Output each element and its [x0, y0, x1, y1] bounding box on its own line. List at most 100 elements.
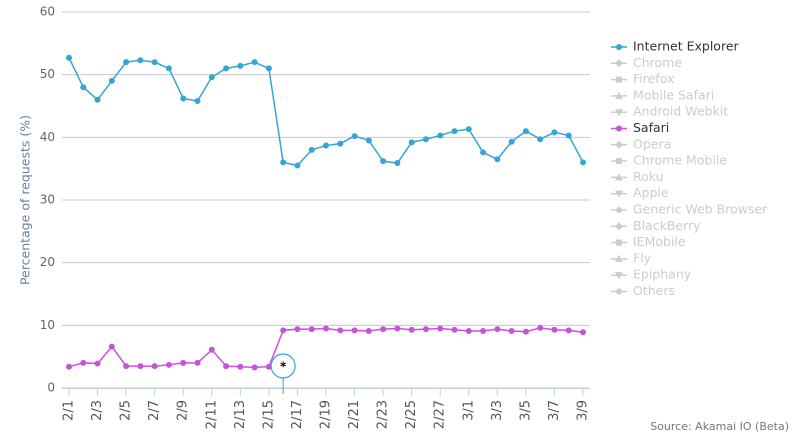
data-point: [551, 326, 558, 333]
x-tick-label: 2/7: [147, 400, 162, 421]
data-point: [494, 326, 501, 333]
y-tick-label: 10: [40, 318, 55, 332]
data-point: [108, 77, 115, 84]
data-point: [137, 363, 144, 370]
legend-label[interactable]: Chrome Mobile: [633, 153, 727, 168]
data-point: [537, 136, 544, 143]
legend-label[interactable]: BlackBerry: [633, 218, 701, 233]
data-point: [251, 364, 258, 371]
legend-marker: [615, 272, 623, 280]
data-point: [437, 132, 444, 139]
legend-label[interactable]: Internet Explorer: [633, 39, 740, 54]
data-point: [180, 359, 187, 366]
x-tick-label: 2/13: [233, 400, 248, 429]
annotation-flag: [270, 353, 296, 379]
x-tick-label: 2/25: [404, 400, 419, 429]
data-point: [365, 327, 372, 334]
data-point: [237, 62, 244, 69]
data-point: [422, 136, 429, 143]
data-point: [137, 57, 144, 64]
data-point: [480, 149, 487, 156]
data-point: [108, 343, 115, 350]
legend-marker: [616, 239, 622, 246]
data-point: [380, 326, 387, 333]
source: Source: Akamai IO (Beta): [650, 420, 789, 433]
legend-marker: [615, 222, 623, 231]
x-tick-label: 2/5: [119, 400, 134, 421]
data-point: [465, 327, 472, 334]
y-tick-label: 30: [40, 193, 55, 207]
data-point: [265, 65, 272, 72]
data-point: [580, 159, 586, 166]
legend-marker: [615, 140, 623, 149]
legend-label[interactable]: Generic Web Browser: [633, 202, 768, 217]
legend-label[interactable]: Apple: [633, 185, 669, 200]
x-tick-label: 3/1: [461, 400, 476, 421]
legend-label[interactable]: Mobile Safari: [633, 87, 714, 102]
data-point: [480, 327, 487, 334]
data-point: [451, 128, 458, 135]
data-point: [223, 65, 230, 72]
legend-marker: [615, 254, 623, 262]
x-tick-label: 3/5: [518, 400, 533, 421]
x-tick-label: 2/15: [261, 400, 276, 429]
data-point: [422, 326, 429, 333]
data-point: [123, 363, 130, 370]
legend-label[interactable]: Safari: [633, 120, 669, 135]
legend-marker: [615, 173, 623, 181]
data-point: [408, 139, 415, 146]
data-point: [337, 140, 344, 147]
y-tick-label: 20: [40, 255, 55, 269]
data-point: [580, 329, 586, 336]
x-tick-label: 2/3: [90, 400, 105, 421]
series-line: [68, 327, 584, 369]
data-point: [351, 133, 358, 140]
data-point: [508, 138, 515, 145]
data-point: [323, 142, 329, 149]
y-tick-label: 0: [47, 381, 55, 395]
legend-label[interactable]: IEMobile: [633, 234, 686, 249]
data-point: [94, 360, 101, 367]
y-axis-label: Percentage of requests (%): [18, 115, 33, 285]
data-point: [151, 59, 158, 66]
x-tick-label: 3/9: [576, 400, 591, 421]
data-point: [180, 95, 187, 102]
legend-label[interactable]: Firefox: [633, 71, 674, 86]
legend-label[interactable]: Fly: [633, 250, 652, 265]
x-tick-label: 2/9: [176, 400, 191, 421]
data-point: [80, 84, 87, 91]
data-point: [208, 346, 215, 353]
data-point: [194, 97, 201, 104]
legend-label[interactable]: Opera: [633, 136, 671, 151]
x-tick-label: 3/7: [547, 400, 562, 421]
legend-label[interactable]: Android Webkit: [633, 104, 728, 119]
data-point: [66, 54, 72, 61]
x-tick-label: 2/23: [376, 400, 391, 429]
x-tick-label: 2/27: [433, 400, 448, 429]
data-point: [408, 326, 415, 333]
data-point: [522, 328, 529, 335]
data-point: [294, 162, 301, 169]
legend-label[interactable]: Chrome: [633, 55, 682, 70]
legend-label[interactable]: Epiphany: [633, 267, 692, 282]
x-tick-label: 2/19: [319, 400, 334, 429]
legend-marker: [615, 190, 623, 198]
legend-marker: [615, 109, 623, 117]
legend-label[interactable]: Roku: [633, 169, 664, 184]
data-point: [123, 59, 130, 66]
legend-label[interactable]: Others: [633, 283, 675, 298]
data-point: [437, 325, 444, 332]
data-point: [151, 363, 158, 370]
x-tick-label: 2/1: [62, 400, 77, 421]
legend-marker: [616, 125, 622, 132]
data-point: [66, 363, 72, 370]
data-point: [494, 156, 501, 163]
data-point: [308, 326, 315, 333]
data-point: [265, 363, 272, 370]
data-point: [94, 96, 101, 103]
legend-marker: [616, 76, 622, 83]
data-point: [165, 65, 172, 72]
data-point: [294, 326, 301, 333]
series-line: [68, 57, 584, 167]
